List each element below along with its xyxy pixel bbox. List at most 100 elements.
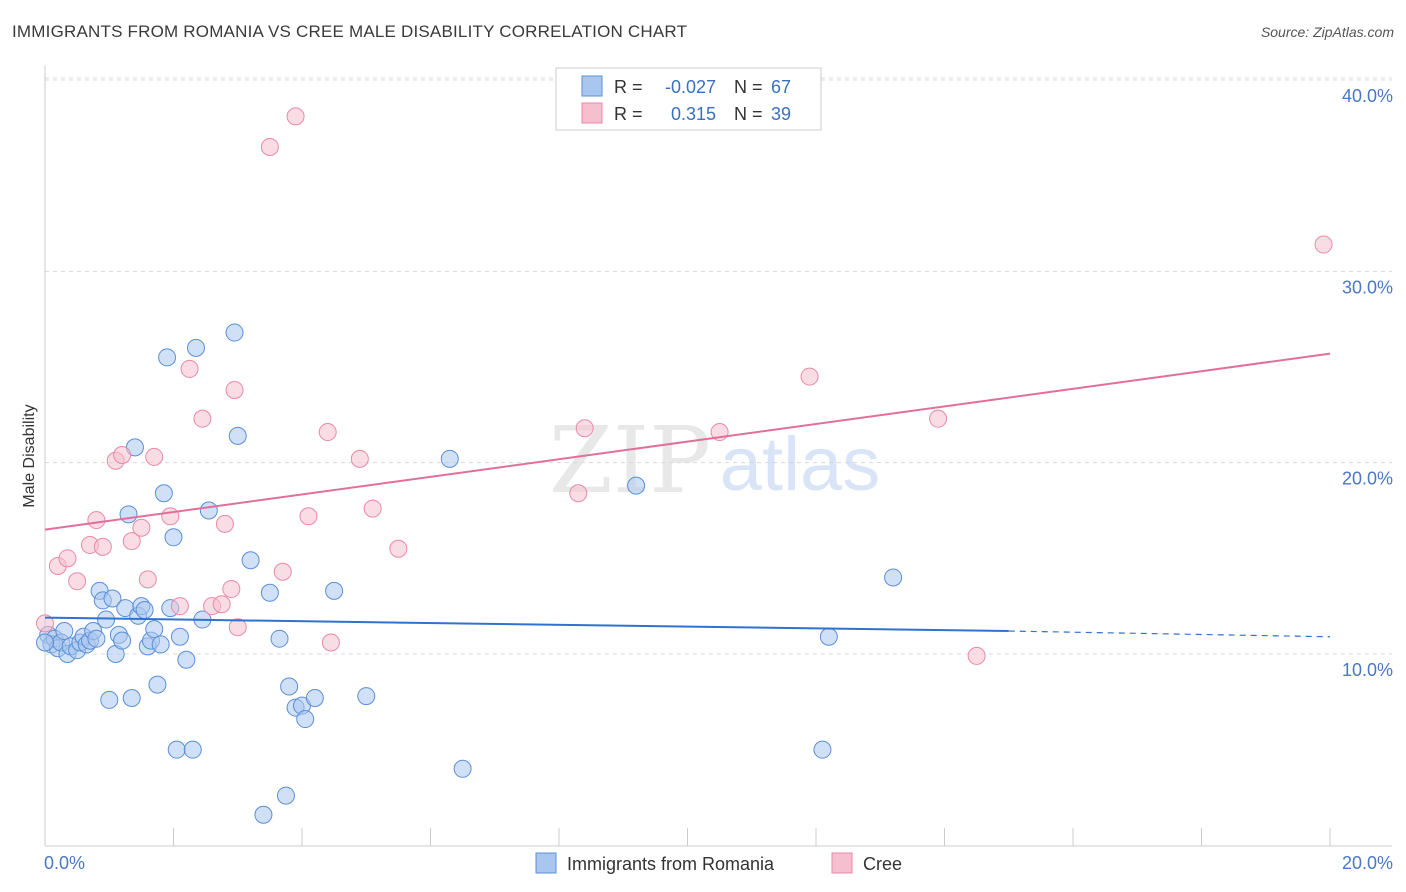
romania-point-66	[36, 633, 54, 652]
y-tick-label-10: 10.0%	[1342, 660, 1393, 680]
romania-point-47	[228, 426, 247, 445]
romania-point-62	[627, 476, 646, 495]
romania-point-57	[305, 689, 324, 708]
y-tick-labels: 10.0% 20.0% 30.0% 40.0%	[1342, 86, 1393, 680]
chart-title: IMMIGRANTS FROM ROMANIA VS CREE MALE DIS…	[12, 22, 688, 41]
cree-point-22	[228, 618, 247, 637]
cree-point-38	[1314, 235, 1333, 254]
romania-point-19	[103, 589, 122, 608]
romania-point-58	[325, 581, 344, 600]
cree-point-10	[132, 518, 151, 537]
romania-point-61	[453, 759, 472, 778]
romania-point-53	[280, 677, 299, 696]
trend-line-cree	[44, 352, 1331, 531]
x-tick-labels: 0.0% 20.0%	[44, 853, 1393, 873]
cree-point-13	[161, 507, 180, 526]
legend-r-label-2: R =	[614, 104, 643, 124]
romania-point-39	[167, 740, 186, 759]
cree-point-25	[286, 107, 305, 126]
cree-point-20	[222, 579, 241, 598]
romania-point-41	[177, 650, 196, 669]
bottom-legend: Immigrants from Romania Cree	[535, 852, 902, 874]
cree-point-37	[967, 646, 986, 665]
bottom-legend-label-cree: Cree	[863, 854, 902, 874]
bottom-legend-label-romania: Immigrants from Romania	[567, 854, 775, 874]
bottom-legend-swatch-cree	[831, 852, 853, 874]
legend-r-value-1: -0.027	[665, 77, 716, 97]
cree-point-27	[318, 423, 337, 442]
cree-point-3	[68, 572, 87, 591]
trend-lines	[44, 352, 1331, 638]
romania-point-51	[270, 629, 289, 648]
legend-r-value-2: 0.315	[671, 104, 716, 124]
legend-box: R = -0.027 N = 67 R = 0.315 N = 39	[555, 67, 822, 131]
cree-point-15	[180, 359, 199, 378]
romania-point-60	[440, 449, 459, 468]
cree-point-35	[800, 367, 819, 386]
axes	[44, 66, 1392, 847]
romania-point-22	[113, 631, 132, 650]
cree-point-24	[273, 562, 292, 581]
romania-point-65	[884, 568, 903, 587]
romania-point-25	[122, 689, 141, 708]
romania-point-18	[100, 690, 119, 709]
romania-point-38	[164, 528, 183, 547]
cree-point-23	[260, 137, 279, 156]
x-tick-label-0: 0.0%	[44, 853, 85, 873]
cree-point-19	[215, 514, 234, 533]
cree-point-21	[225, 380, 244, 399]
romania-point-35	[154, 484, 173, 503]
watermark: ZIP atlas	[549, 407, 880, 514]
trend-line-romania	[44, 616, 1009, 633]
romania-point-40	[170, 627, 189, 646]
bottom-legend-swatch-romania	[535, 852, 557, 874]
trend-line-romania-extension	[1008, 630, 1331, 638]
cree-point-28	[321, 633, 340, 652]
cree-point-0	[36, 614, 54, 633]
romania-point-43	[186, 338, 205, 357]
cree-point-29	[350, 449, 369, 468]
legend-n-label-2: N =	[734, 104, 763, 124]
cree-point-6	[93, 537, 112, 556]
watermark-atlas: atlas	[720, 422, 881, 507]
series-romania-points	[36, 323, 903, 824]
source-label: Source: ZipAtlas.com	[1260, 24, 1394, 40]
romania-point-48	[241, 551, 260, 570]
cree-point-30	[363, 499, 382, 518]
romania-point-45	[199, 501, 218, 520]
cree-point-9	[122, 532, 141, 551]
romania-point-33	[148, 675, 167, 694]
x-tick-label-20: 20.0%	[1342, 853, 1393, 873]
series-cree-points	[36, 107, 1333, 665]
y-axis-label: Male Disability	[21, 404, 38, 507]
romania-point-49	[254, 805, 273, 824]
legend-n-value-2: 39	[771, 104, 791, 124]
romania-point-42	[183, 740, 202, 759]
cree-point-36	[929, 409, 948, 428]
cree-point-12	[145, 447, 164, 466]
romania-point-63	[813, 740, 832, 759]
legend-swatch-cree	[581, 102, 603, 124]
cree-point-32	[569, 484, 588, 503]
romania-point-5	[55, 622, 74, 641]
cree-point-16	[193, 409, 212, 428]
romania-point-59	[357, 687, 376, 706]
romania-point-34	[151, 635, 170, 654]
y-tick-label-30: 30.0%	[1342, 277, 1393, 297]
legend-n-value-1: 67	[771, 77, 791, 97]
romania-point-64	[819, 627, 838, 646]
romania-point-24	[119, 505, 138, 524]
cree-point-31	[389, 539, 408, 558]
romania-point-36	[158, 348, 177, 367]
cree-point-8	[113, 446, 132, 465]
cree-point-18	[212, 595, 231, 614]
romania-point-50	[260, 583, 279, 602]
cree-point-14	[170, 597, 189, 616]
romania-point-32	[145, 620, 164, 639]
legend-n-label-1: N =	[734, 77, 763, 97]
y-tick-label-20: 20.0%	[1342, 469, 1393, 489]
cree-point-26	[299, 507, 318, 526]
romania-point-14	[87, 629, 106, 648]
romania-point-52	[276, 786, 295, 805]
